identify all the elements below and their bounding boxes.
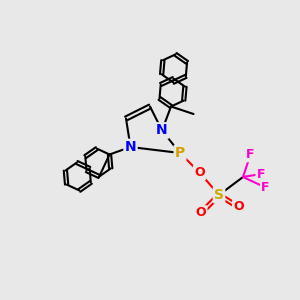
Text: O: O bbox=[233, 200, 244, 214]
Text: O: O bbox=[196, 206, 206, 220]
Text: N: N bbox=[156, 124, 168, 137]
Text: F: F bbox=[261, 181, 270, 194]
Text: F: F bbox=[246, 148, 255, 161]
Text: F: F bbox=[257, 167, 265, 181]
Text: O: O bbox=[194, 166, 205, 179]
Text: S: S bbox=[214, 188, 224, 202]
Text: N: N bbox=[125, 140, 136, 154]
Text: P: P bbox=[175, 146, 185, 160]
